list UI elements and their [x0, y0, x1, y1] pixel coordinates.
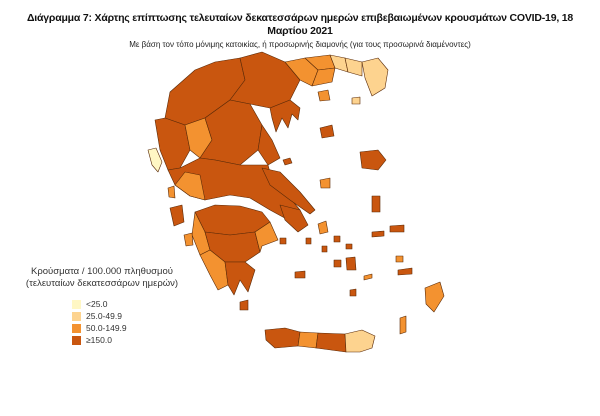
region-chalkidiki — [269, 99, 301, 133]
region-attica — [279, 204, 309, 233]
region-lefkada — [167, 185, 176, 199]
region-paros — [333, 259, 342, 268]
region-rethymno — [297, 331, 319, 349]
map-legend: Κρούσματα / 100.000 πληθυσμού (τελευταίω… — [6, 266, 198, 346]
legend-label: <25.0 — [86, 299, 108, 309]
region-naxos — [345, 256, 357, 271]
region-skyros — [319, 177, 331, 189]
region-samos — [389, 224, 405, 233]
region-kavala — [311, 67, 336, 87]
region-thasos — [317, 89, 331, 102]
region-samothrace — [351, 96, 361, 105]
region-corfu — [147, 147, 163, 173]
region-tinos — [333, 235, 341, 243]
region-santorini — [349, 288, 357, 297]
legend-label: 25.0-49.9 — [86, 311, 122, 321]
region-thessaly — [199, 99, 263, 166]
region-kythira — [239, 299, 249, 311]
legend-item: ≥150.0 — [72, 334, 198, 346]
legend-item: <25.0 — [72, 298, 198, 310]
region-heraklion — [315, 332, 347, 353]
region-evros — [361, 57, 389, 97]
legend-swatch — [72, 335, 81, 345]
legend-swatch — [72, 311, 81, 321]
region-lemnos — [319, 124, 335, 139]
region-andros — [317, 220, 329, 235]
region-rodopi — [344, 57, 363, 77]
region-syros — [321, 245, 328, 253]
map-subtitle: Με βάση τον τόπο μόνιμης κατοικίας, ή πρ… — [129, 40, 471, 49]
region-kea — [305, 237, 312, 245]
legend-label: 50.0-149.9 — [86, 323, 127, 333]
region-rhodes — [424, 281, 445, 313]
region-magnesia — [257, 124, 281, 166]
region-evia — [261, 167, 316, 215]
region-zakynthos — [183, 232, 194, 247]
region-kalymnos — [395, 255, 404, 263]
region-kos — [397, 267, 413, 276]
region-aegina — [279, 237, 287, 245]
region-chania — [264, 327, 301, 349]
legend-title-line1: Κρούσματα / 100.000 πληθυσμού — [31, 266, 173, 277]
region-aetolia — [174, 171, 206, 201]
map-header: Διάγραμμα 7: Χάρτης επίπτωσης τελευταίων… — [0, 0, 600, 50]
region-argolida — [254, 221, 279, 253]
region-ikaria — [371, 230, 385, 238]
region-milos — [294, 270, 306, 279]
region-mykonos — [345, 243, 353, 250]
region-lesvos — [359, 149, 387, 171]
legend-swatch — [72, 299, 81, 309]
legend-item: 50.0-149.9 — [72, 322, 198, 334]
region-chios — [371, 195, 381, 213]
legend-label: ≥150.0 — [86, 335, 112, 345]
map-title: Διάγραμμα 7: Χάρτης επίπτωσης τελευταίων… — [26, 12, 574, 37]
legend-title-line2: (τελευταίων δεκατεσσάρων ημερών) — [25, 278, 179, 289]
region-skiathos — [282, 157, 293, 166]
legend-item: 25.0-49.9 — [72, 310, 198, 322]
region-lasithi — [344, 329, 376, 353]
legend-swatch — [72, 323, 81, 333]
region-karpathos — [399, 315, 407, 335]
region-epirus — [154, 117, 191, 171]
region-laconia — [224, 261, 256, 296]
region-amorgos — [363, 273, 373, 281]
region-kefalonia — [169, 204, 185, 227]
